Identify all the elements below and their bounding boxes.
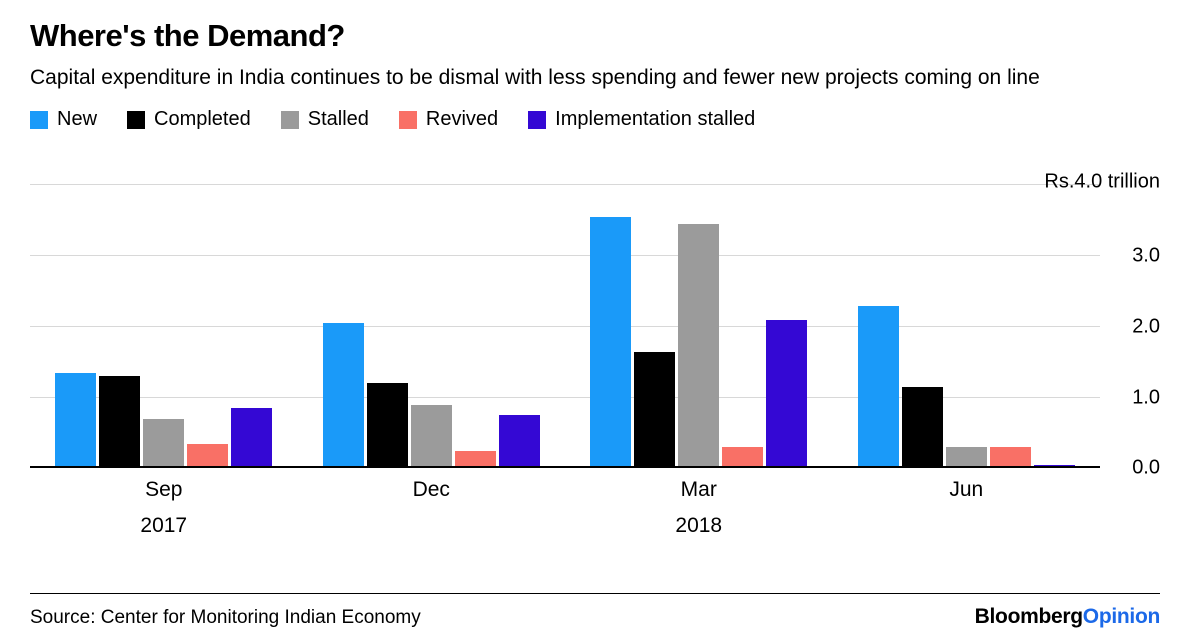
legend-swatch <box>280 110 299 129</box>
y-tick-label: 2.0 <box>1132 315 1160 338</box>
bar-stalled-jun <box>945 447 987 469</box>
x-category-jun: Jun <box>833 478 1101 539</box>
x-year-label: 2017 <box>140 514 188 538</box>
bar-stalled-sep <box>143 418 185 469</box>
bar-implementation-stalled-sep <box>231 408 273 469</box>
legend-item-stalled: Stalled <box>280 108 369 131</box>
legend-label: New <box>57 108 98 131</box>
bar-stalled-dec <box>410 404 452 469</box>
bar-new-jun <box>857 305 899 469</box>
bar-chart: 0.0 1.0 2.0 3.0 Rs.4.0 trillion <box>30 171 1160 479</box>
x-year-label <box>833 514 1101 539</box>
source-note: Source: Center for Monitoring Indian Eco… <box>30 607 421 628</box>
y-axis-max-label: Rs.4.0 trillion <box>1044 171 1160 194</box>
x-category-sep: Sep 2017 <box>30 478 298 539</box>
bar-completed-dec <box>366 383 408 469</box>
bar-new-mar <box>590 217 632 469</box>
bar-new-sep <box>55 372 97 469</box>
legend-label: Revived <box>425 108 499 131</box>
y-tick-label: 0.0 <box>1132 456 1160 479</box>
bar-row <box>55 185 273 469</box>
footer: Source: Center for Monitoring Indian Eco… <box>30 593 1160 629</box>
legend-item-completed: Completed <box>127 108 251 131</box>
bar-completed-mar <box>634 351 676 469</box>
bar-group-mar <box>565 185 833 469</box>
bar-revived-jun <box>989 447 1031 469</box>
gridline <box>30 255 1100 257</box>
gridline <box>30 396 1100 398</box>
y-tick-label: 1.0 <box>1132 386 1160 409</box>
legend-label: Completed <box>154 108 251 131</box>
bar-row <box>857 185 1075 469</box>
bar-revived-mar <box>722 447 764 469</box>
bar-revived-dec <box>454 450 496 469</box>
bar-group-dec <box>298 185 566 469</box>
x-tick-label: Sep <box>145 478 183 502</box>
bloomberg-opinion-logo: BloombergOpinion <box>974 605 1161 629</box>
y-tick-label: 3.0 <box>1132 244 1160 267</box>
legend-swatch <box>528 110 547 129</box>
bar-new-dec <box>322 323 364 469</box>
legend-item-new: New <box>30 108 97 131</box>
x-tick-label: Dec <box>412 478 450 502</box>
bloomberg-wordmark: Bloomberg <box>974 605 1083 628</box>
x-year-label <box>298 514 566 539</box>
legend-label: Implementation stalled <box>555 108 756 131</box>
legend: New Completed Stalled Revived Implementation… <box>30 108 1160 131</box>
x-category-dec: Dec <box>298 478 566 539</box>
x-category-mar: Mar 2018 <box>565 478 833 539</box>
bar-revived-sep <box>187 443 229 469</box>
bar-row <box>322 185 540 469</box>
legend-swatch <box>398 110 417 129</box>
x-axis: Sep 2017 Dec Mar 2018 Jun <box>30 478 1100 539</box>
chart-title: Where's the Demand? <box>30 18 345 53</box>
chart-subtitle: Capital expenditure in India continues t… <box>30 66 1040 89</box>
bar-groups <box>30 185 1101 469</box>
x-year-label: 2018 <box>675 514 723 538</box>
plot-area <box>30 184 1101 469</box>
x-tick-label: Mar <box>680 478 717 502</box>
bar-group-sep <box>30 185 298 469</box>
opinion-wordmark: Opinion <box>1082 605 1161 628</box>
x-axis-baseline <box>30 466 1100 469</box>
legend-item-revived: Revived <box>398 108 499 131</box>
bar-completed-sep <box>99 376 141 469</box>
bar-row <box>590 185 808 469</box>
legend-swatch <box>30 110 48 129</box>
x-tick-label: Jun <box>949 478 984 502</box>
legend-swatch <box>127 110 146 129</box>
gridline <box>30 184 1100 186</box>
bar-implementation-stalled-dec <box>498 415 540 469</box>
gridline <box>30 325 1100 327</box>
bar-implementation-stalled-mar <box>766 319 808 469</box>
bar-stalled-mar <box>678 224 720 469</box>
bar-group-jun <box>833 185 1101 469</box>
bar-completed-jun <box>901 386 943 469</box>
legend-item-implementation-stalled: Implementation stalled <box>528 108 755 131</box>
legend-label: Stalled <box>307 108 369 131</box>
